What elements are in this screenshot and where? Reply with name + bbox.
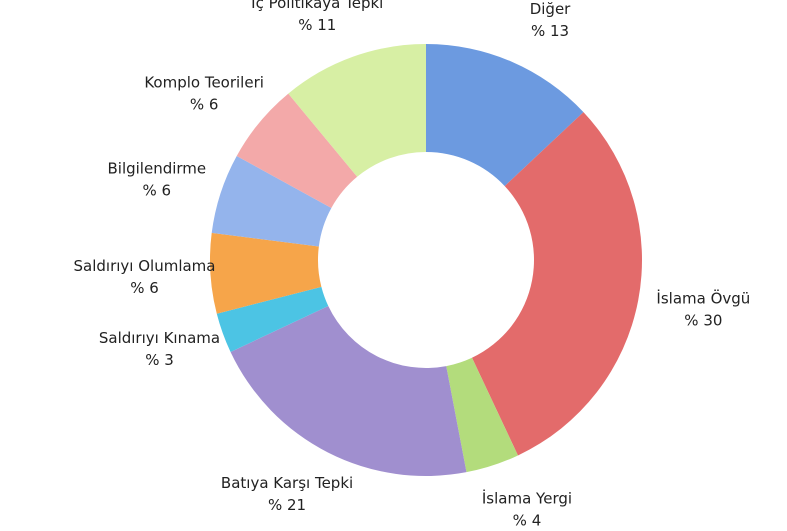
slice-label: İslama Yergi xyxy=(482,489,572,508)
donut-slice xyxy=(446,357,518,473)
donut-slice xyxy=(288,44,426,177)
slice-label: Komplo Teorileri xyxy=(144,73,264,91)
slice-label: Saldırıyı Olumlama xyxy=(74,257,216,275)
slice-value-label: % 30 xyxy=(684,312,722,330)
slice-label: İç Politikaya Tepki xyxy=(251,0,383,12)
slice-label: Diğer xyxy=(530,0,571,18)
donut-slice xyxy=(236,93,358,208)
donut-slice xyxy=(471,112,642,456)
slice-label: Bilgilendirme xyxy=(107,160,206,178)
slice-label: Batıya Karşı Tepki xyxy=(221,474,353,492)
slice-value-label: % 11 xyxy=(298,16,336,34)
slice-label: İslama Övgü xyxy=(656,289,750,308)
donut-slice xyxy=(426,44,584,187)
slice-value-label: % 6 xyxy=(130,279,159,297)
donut-slice xyxy=(210,232,322,314)
slice-label: Saldırıyı Kınama xyxy=(99,329,220,347)
slice-value-label: % 21 xyxy=(268,496,306,514)
slice-value-label: % 13 xyxy=(531,22,569,40)
slice-value-label: % 6 xyxy=(190,95,219,113)
donut-slice xyxy=(216,286,329,352)
slice-value-label: % 3 xyxy=(145,351,174,369)
slice-value-label: % 6 xyxy=(143,182,172,200)
slice-value-label: % 4 xyxy=(513,512,542,530)
donut-slice xyxy=(230,305,467,476)
donut-slice xyxy=(211,155,332,247)
